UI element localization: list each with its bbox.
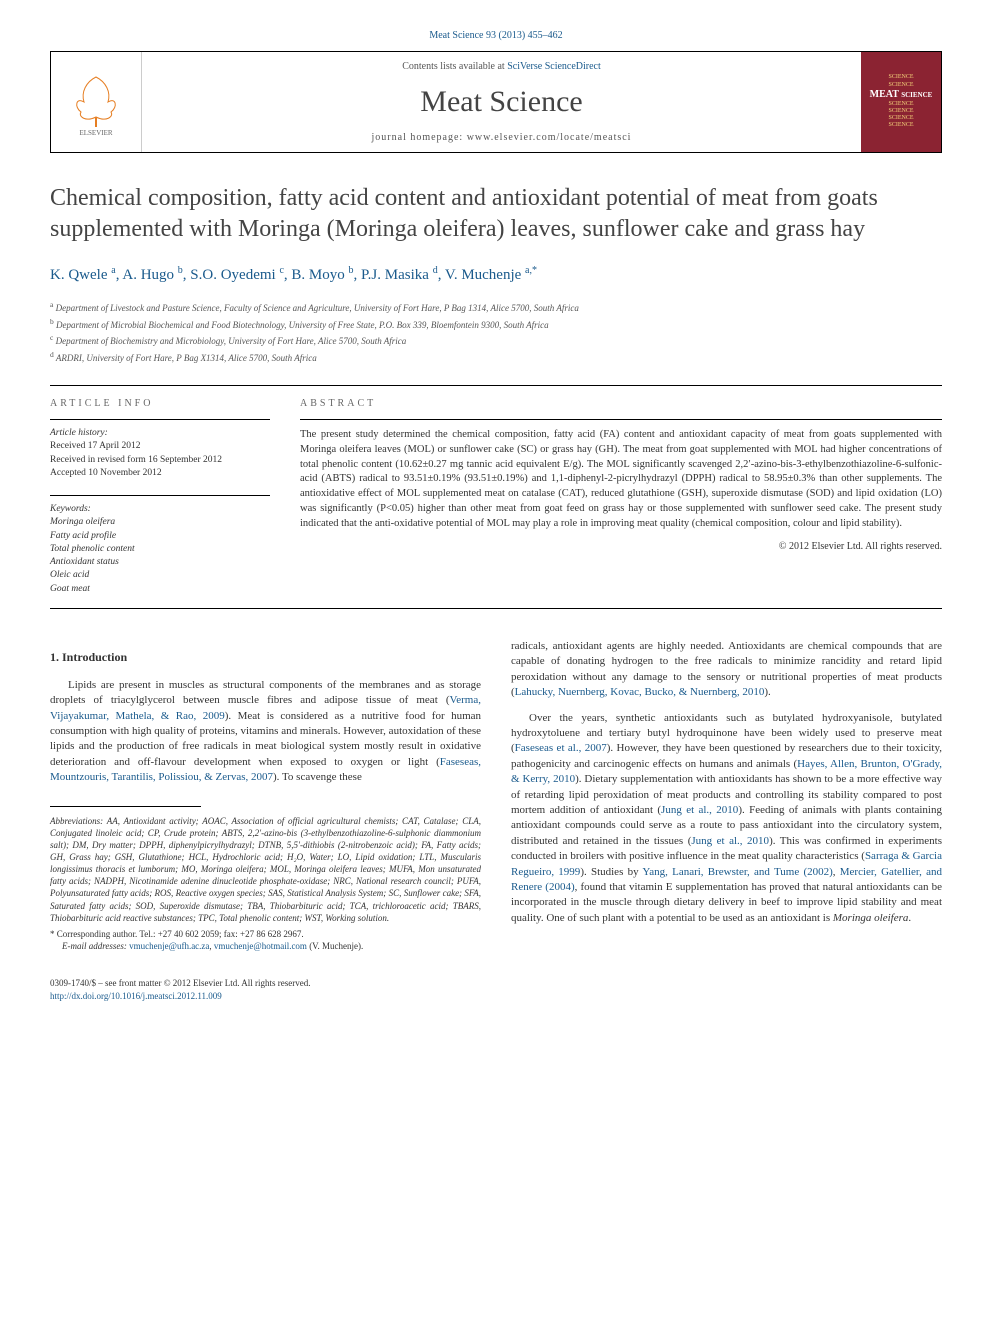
history-date: Accepted 10 November 2012: [50, 467, 270, 480]
journal-homepage[interactable]: journal homepage: www.elsevier.com/locat…: [142, 132, 861, 143]
affiliation-line: b Department of Microbial Biochemical an…: [50, 316, 942, 333]
contents-list-label: Contents lists available at SciVerse Sci…: [142, 61, 861, 72]
body-paragraph: Lipids are present in muscles as structu…: [50, 678, 481, 786]
keyword-item: Goat meat: [50, 583, 270, 596]
article-info-header: ARTICLE INFO: [50, 398, 270, 409]
footnote-divider: [50, 806, 201, 807]
corresponding-author-footnote: * Corresponding author. Tel.: +27 40 602…: [50, 928, 481, 940]
keyword-item: Antioxidant status: [50, 556, 270, 569]
abstract-header: ABSTRACT: [300, 398, 942, 409]
affiliation-line: c Department of Biochemistry and Microbi…: [50, 332, 942, 349]
article-info-panel: ARTICLE INFO Article history: Received 1…: [50, 386, 270, 608]
keyword-item: Fatty acid profile: [50, 530, 270, 543]
svg-text:ELSEVIER: ELSEVIER: [79, 129, 112, 137]
authors-html: K. Qwele a, A. Hugo b, S.O. Oyedemi c, B…: [50, 267, 532, 283]
email-footnote: E-mail addresses: vmuchenje@ufh.ac.za, v…: [50, 940, 481, 952]
journal-title: Meat Science: [142, 85, 861, 119]
affiliation-line: d ARDRI, University of Fort Hare, P Bag …: [50, 349, 942, 366]
scidirect-link[interactable]: SciVerse ScienceDirect: [507, 61, 601, 72]
history-date: Received in revised form 16 September 20…: [50, 454, 270, 467]
authors-list: K. Qwele a, A. Hugo b, S.O. Oyedemi c, B…: [50, 265, 942, 284]
email-link-1[interactable]: vmuchenje@ufh.ac.za: [129, 941, 209, 951]
corresponding-star-icon[interactable]: *: [532, 265, 537, 276]
journal-cover-thumbnail: SCIENCE SCIENCE MEAT SCIENCE SCIENCE SCI…: [861, 52, 941, 152]
abstract-panel: ABSTRACT The present study determined th…: [300, 386, 942, 608]
article-title: Chemical composition, fatty acid content…: [50, 183, 942, 245]
elsevier-tree-icon: ELSEVIER: [66, 67, 126, 137]
history-label: Article history:: [50, 428, 270, 438]
keyword-item: Oleic acid: [50, 569, 270, 582]
abbreviations-footnote: Abbreviations: AA, Antioxidant activity;…: [50, 815, 481, 924]
affiliation-line: a Department of Livestock and Pasture Sc…: [50, 299, 942, 316]
abstract-text: The present study determined the chemica…: [300, 428, 942, 531]
issn-copyright: 0309-1740/$ – see front matter © 2012 El…: [50, 977, 481, 990]
keyword-item: Moringa oleifera: [50, 516, 270, 529]
left-column: 1. Introduction Lipids are present in mu…: [50, 639, 481, 1002]
keywords-label: Keywords:: [50, 504, 270, 514]
elsevier-logo-cell: ELSEVIER: [51, 52, 142, 152]
body-paragraph: radicals, antioxidant agents are highly …: [511, 639, 942, 701]
abstract-copyright: © 2012 Elsevier Ltd. All rights reserved…: [300, 541, 942, 552]
section-1-heading: 1. Introduction: [50, 649, 481, 666]
history-date: Received 17 April 2012: [50, 440, 270, 453]
journal-citation[interactable]: Meat Science 93 (2013) 455–462: [50, 30, 942, 41]
journal-header-banner: ELSEVIER Contents lists available at Sci…: [50, 51, 942, 153]
email-link-2[interactable]: vmuchenje@hotmail.com: [214, 941, 307, 951]
body-paragraph: Over the years, synthetic antioxidants s…: [511, 711, 942, 926]
doi-link[interactable]: http://dx.doi.org/10.1016/j.meatsci.2012…: [50, 991, 222, 1001]
right-column: radicals, antioxidant agents are highly …: [511, 639, 942, 1002]
affiliations-block: a Department of Livestock and Pasture Sc…: [50, 299, 942, 365]
keyword-item: Total phenolic content: [50, 543, 270, 556]
